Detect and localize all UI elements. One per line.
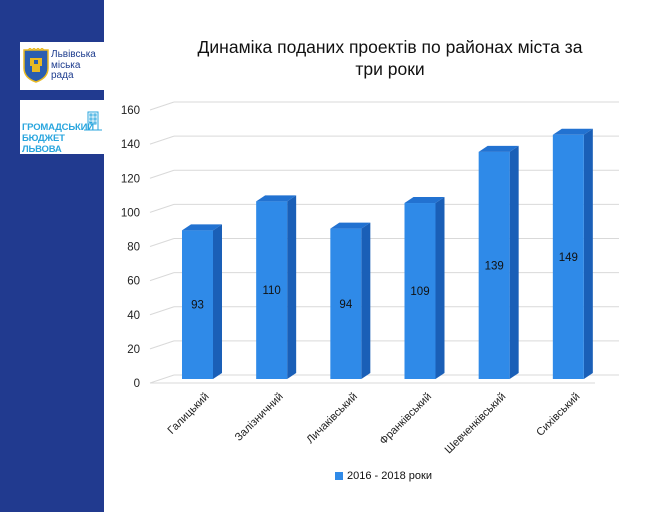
chart-title: Динаміка поданих проектів по районах міс… <box>197 37 583 79</box>
data-label: 139 <box>485 260 504 272</box>
legend-swatch <box>335 472 343 480</box>
bar-top <box>182 224 222 231</box>
data-label: 109 <box>410 286 429 298</box>
y-tick-label: 20 <box>127 344 140 356</box>
data-label: 110 <box>262 285 280 297</box>
chart-legend: 2016 - 2018 роки <box>335 470 432 482</box>
bar-side <box>509 145 519 379</box>
gridline-side <box>149 238 175 247</box>
bar <box>182 230 213 379</box>
y-tick-label: 140 <box>121 139 140 151</box>
gridline-side <box>149 203 175 213</box>
gridline-side <box>149 374 175 384</box>
legend-label: 2016 - 2018 роки <box>347 470 432 482</box>
bar-top <box>478 145 519 152</box>
x-tick-label: Шевченківський <box>443 391 509 457</box>
x-tick-label: Сихівський <box>534 391 582 439</box>
gridline-side <box>149 272 175 282</box>
x-tick-label: Залізничний <box>233 391 286 444</box>
bar-side <box>287 195 297 379</box>
x-tick-label: Личаківський <box>304 391 360 447</box>
bar <box>478 151 510 379</box>
bar <box>552 134 584 379</box>
bar <box>256 201 288 379</box>
gridline-side <box>149 135 175 145</box>
bar-top <box>256 195 297 202</box>
y-tick-label: 60 <box>127 276 140 288</box>
x-tick-label: Франківський <box>378 391 435 448</box>
lviv-coat-of-arms-icon <box>23 48 49 83</box>
public-budget-name: ГРОМАДСЬКИЙ БЮДЖЕТ ЛЬВОВА <box>22 122 94 155</box>
gridline-side <box>149 101 175 111</box>
y-tick-label: 100 <box>121 207 140 219</box>
bar-side <box>213 224 222 379</box>
bar <box>330 228 362 379</box>
data-label: 94 <box>339 299 352 311</box>
y-tick-label: 40 <box>127 310 140 322</box>
bar-top <box>330 222 371 229</box>
public-budget-logo: ГРОМАДСЬКИЙ БЮДЖЕТ ЛЬВОВА <box>20 100 104 155</box>
gridline-side <box>149 340 175 350</box>
bar-side <box>435 197 445 379</box>
city-council-logo: Львівська міська рада <box>20 42 104 90</box>
bar-top <box>404 197 445 204</box>
city-council-name: Львівська міська рада <box>51 49 96 81</box>
y-tick-label: 120 <box>121 173 140 185</box>
bar-top <box>552 128 593 135</box>
gridline-side <box>149 306 175 316</box>
bar-side <box>583 128 593 379</box>
y-tick-label: 160 <box>121 105 140 117</box>
y-tick-label: 0 <box>134 378 140 390</box>
gridline-side <box>149 169 175 179</box>
data-label: 149 <box>559 252 578 264</box>
bar <box>404 203 436 379</box>
y-tick-label: 80 <box>127 242 140 254</box>
building-grid-icon <box>84 111 102 131</box>
data-label: 93 <box>191 300 204 312</box>
x-tick-label: Галицький <box>166 391 212 437</box>
bar-side <box>361 222 371 379</box>
